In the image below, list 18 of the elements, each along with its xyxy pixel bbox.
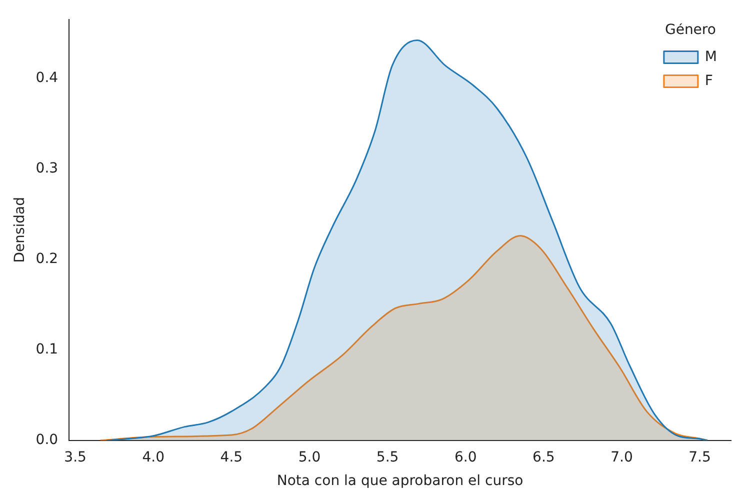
x-axis-title: Nota con la que aprobaron el curso: [276, 473, 524, 490]
x-tick-label: 4.5: [220, 449, 243, 466]
x-tick-label: 5.5: [376, 449, 399, 466]
x-tick-label: 7.0: [610, 449, 633, 466]
y-tick-label: 0.3: [36, 160, 58, 176]
x-tick-label: 7.5: [688, 449, 711, 466]
legend-label: M: [704, 48, 718, 65]
x-tick-label: 3.5: [64, 449, 86, 466]
y-axis-title: Densidad: [12, 196, 28, 263]
x-tick-label: 6.0: [454, 449, 477, 466]
y-tick-label: 0.1: [36, 342, 58, 358]
y-tick-label: 0.0: [36, 432, 58, 448]
x-tick-label: 4.0: [142, 449, 164, 466]
x-tick-label: 6.5: [532, 449, 555, 466]
y-tick-label: 0.2: [36, 250, 58, 267]
y-tick-label: 0.4: [36, 70, 58, 86]
x-tick-label: 5.0: [298, 449, 321, 466]
legend-label: F: [704, 72, 713, 89]
